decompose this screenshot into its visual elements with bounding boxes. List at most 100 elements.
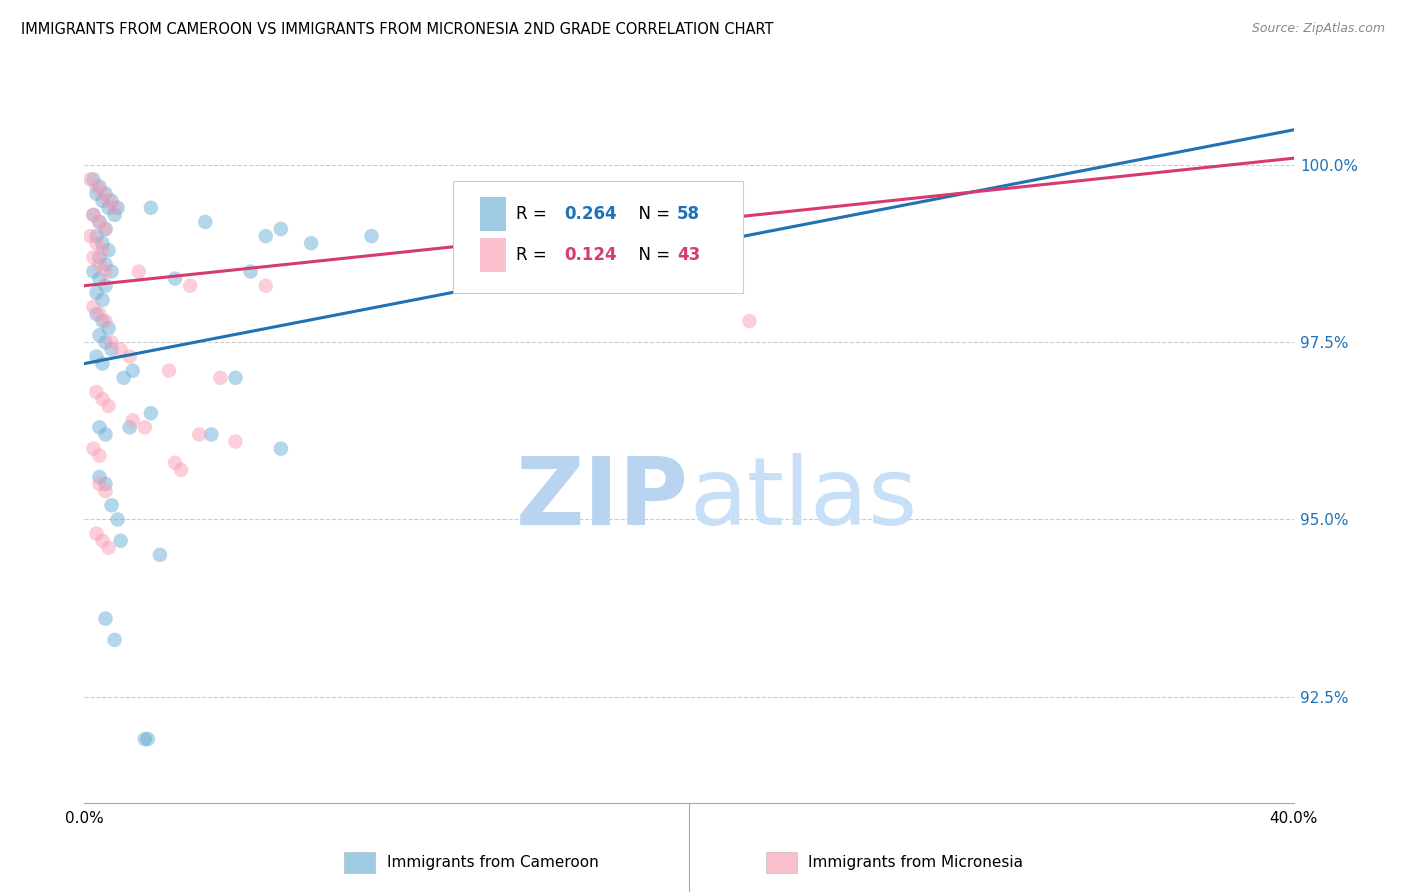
Point — [128, 264, 150, 278]
Point — [165, 456, 187, 470]
Point — [110, 343, 132, 357]
Point — [97, 321, 120, 335]
Point — [86, 229, 108, 244]
Point — [82, 442, 104, 456]
Text: 0.124: 0.124 — [564, 246, 617, 264]
Point — [82, 208, 104, 222]
Point — [91, 357, 114, 371]
Point — [179, 278, 201, 293]
Point — [134, 732, 156, 747]
Point — [136, 732, 159, 747]
Point — [165, 271, 187, 285]
Text: R =: R = — [516, 246, 553, 264]
FancyBboxPatch shape — [453, 181, 744, 293]
Text: 0.0%: 0.0% — [65, 812, 104, 827]
Text: Immigrants from Cameroon: Immigrants from Cameroon — [387, 855, 599, 870]
Point — [94, 186, 117, 201]
Point — [94, 612, 117, 626]
Point — [86, 236, 108, 251]
Point — [89, 477, 111, 491]
Point — [91, 194, 114, 208]
Point — [97, 244, 120, 258]
Point — [94, 257, 117, 271]
Point — [89, 257, 111, 271]
Point — [239, 264, 262, 278]
Point — [225, 371, 247, 385]
Point — [157, 364, 180, 378]
Point — [82, 300, 104, 314]
Point — [107, 512, 129, 526]
Point — [100, 194, 122, 208]
Point — [170, 463, 193, 477]
Point — [82, 264, 104, 278]
Text: IMMIGRANTS FROM CAMEROON VS IMMIGRANTS FROM MICRONESIA 2ND GRADE CORRELATION CHA: IMMIGRANTS FROM CAMEROON VS IMMIGRANTS F… — [21, 22, 773, 37]
Point — [134, 420, 156, 434]
Point — [139, 201, 162, 215]
Point — [82, 251, 104, 265]
Point — [94, 484, 117, 499]
Point — [254, 278, 277, 293]
Point — [270, 222, 292, 236]
Point — [104, 632, 127, 647]
Text: N =: N = — [628, 246, 676, 264]
Point — [89, 307, 111, 321]
Point — [107, 201, 129, 215]
Text: 43: 43 — [676, 246, 700, 264]
Point — [91, 186, 114, 201]
Point — [94, 314, 117, 328]
Point — [94, 278, 117, 293]
Point — [89, 215, 111, 229]
Point — [270, 442, 292, 456]
Point — [89, 215, 111, 229]
Point — [104, 201, 127, 215]
Point — [200, 427, 222, 442]
Point — [86, 350, 108, 364]
Point — [188, 427, 211, 442]
Point — [86, 179, 108, 194]
Point — [100, 264, 122, 278]
Point — [94, 335, 117, 350]
Point — [97, 399, 120, 413]
Text: N =: N = — [628, 205, 676, 223]
Point — [91, 392, 114, 406]
Point — [118, 420, 141, 434]
Point — [86, 384, 108, 399]
Point — [91, 244, 114, 258]
Point — [110, 533, 132, 548]
Point — [209, 371, 232, 385]
Point — [97, 541, 120, 555]
Point — [149, 548, 172, 562]
Point — [91, 533, 114, 548]
Text: R =: R = — [516, 205, 553, 223]
Point — [121, 413, 143, 427]
Point — [225, 434, 247, 449]
Point — [89, 449, 111, 463]
Point — [91, 293, 114, 307]
Point — [94, 477, 117, 491]
Point — [89, 251, 111, 265]
Point — [82, 208, 104, 222]
Point — [94, 264, 117, 278]
Point — [86, 526, 108, 541]
Point — [104, 208, 127, 222]
Point — [254, 229, 277, 244]
Point — [89, 420, 111, 434]
Point — [194, 215, 217, 229]
Point — [100, 498, 122, 512]
Point — [79, 229, 101, 244]
Text: Source: ZipAtlas.com: Source: ZipAtlas.com — [1251, 22, 1385, 36]
Point — [89, 470, 111, 484]
Point — [94, 222, 117, 236]
Text: Immigrants from Micronesia: Immigrants from Micronesia — [808, 855, 1024, 870]
Point — [97, 194, 120, 208]
Point — [121, 364, 143, 378]
Point — [89, 328, 111, 343]
Point — [112, 371, 135, 385]
FancyBboxPatch shape — [479, 196, 506, 231]
Point — [91, 314, 114, 328]
Point — [97, 201, 120, 215]
Text: 58: 58 — [676, 205, 700, 223]
Point — [89, 271, 111, 285]
Point — [94, 427, 117, 442]
Point — [118, 350, 141, 364]
